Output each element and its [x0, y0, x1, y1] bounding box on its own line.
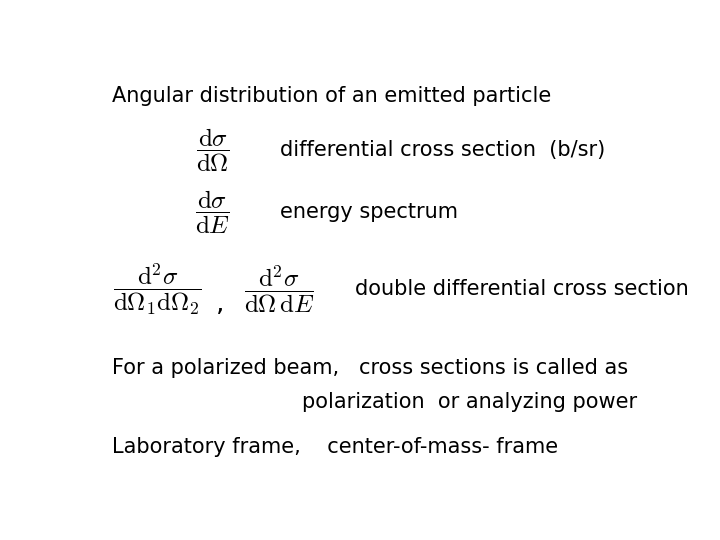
- Text: For a polarized beam,   cross sections is called as: For a polarized beam, cross sections is …: [112, 359, 629, 379]
- Text: $\dfrac{\mathrm{d}^{2}\sigma}{\mathrm{d}\Omega\,\mathrm{d}E}$: $\dfrac{\mathrm{d}^{2}\sigma}{\mathrm{d}…: [244, 264, 315, 315]
- Text: Angular distribution of an emitted particle: Angular distribution of an emitted parti…: [112, 85, 552, 106]
- Text: $\dfrac{\mathrm{d}\sigma}{\mathrm{d}\Omega}$: $\dfrac{\mathrm{d}\sigma}{\mathrm{d}\Ome…: [196, 126, 230, 174]
- Text: polarization  or analyzing power: polarization or analyzing power: [302, 392, 637, 411]
- Text: Laboratory frame,    center-of-mass- frame: Laboratory frame, center-of-mass- frame: [112, 437, 559, 457]
- Text: double differential cross section: double differential cross section: [355, 279, 689, 299]
- Text: energy spectrum: energy spectrum: [280, 202, 458, 222]
- Text: $\dfrac{\mathrm{d}^{2}\sigma}{\mathrm{d}\Omega_1\mathrm{d}\Omega_2}$: $\dfrac{\mathrm{d}^{2}\sigma}{\mathrm{d}…: [112, 261, 202, 317]
- Text: differential cross section  (b/sr): differential cross section (b/sr): [280, 140, 605, 160]
- Text: ,: ,: [215, 291, 224, 317]
- Text: $\dfrac{\mathrm{d}\sigma}{\mathrm{d}E}$: $\dfrac{\mathrm{d}\sigma}{\mathrm{d}E}$: [195, 188, 230, 237]
